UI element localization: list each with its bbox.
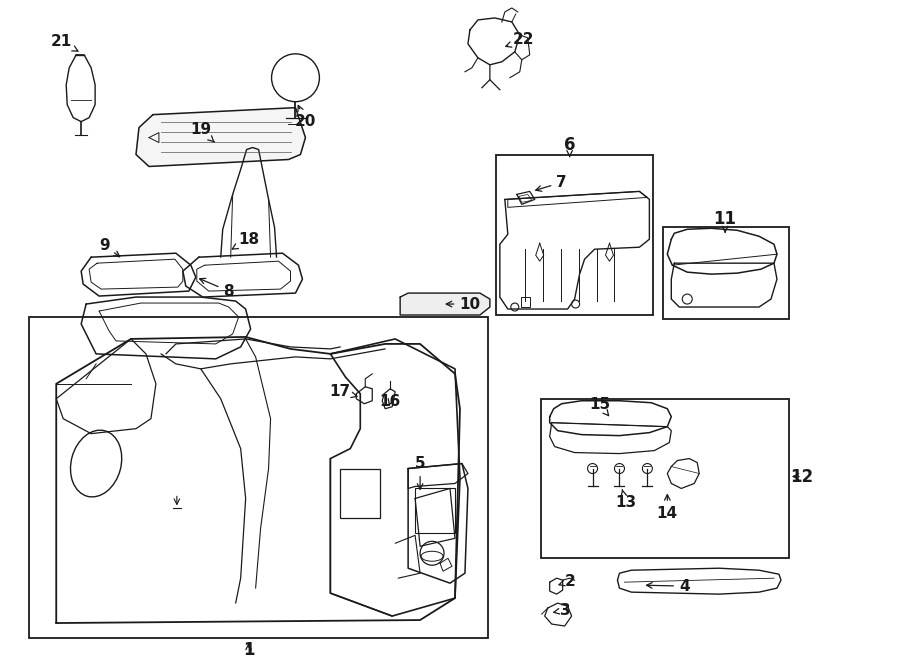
Text: 6: 6 [564, 136, 575, 157]
Bar [663, 227, 789, 319]
Text: 5: 5 [415, 456, 426, 489]
Text: 12: 12 [790, 467, 814, 485]
Text: 10: 10 [446, 297, 481, 311]
Bar [30, 317, 488, 638]
Polygon shape [400, 293, 490, 315]
Bar [415, 488, 455, 533]
Text: 22: 22 [506, 32, 535, 48]
Text: 14: 14 [657, 494, 678, 521]
Bar [521, 297, 530, 307]
Polygon shape [136, 108, 305, 167]
Text: 4: 4 [646, 578, 689, 594]
Text: 7: 7 [536, 175, 567, 191]
Bar [541, 399, 789, 559]
Text: 11: 11 [714, 210, 736, 232]
Text: 21: 21 [50, 34, 78, 51]
Text: 20: 20 [295, 106, 316, 129]
Text: 13: 13 [615, 489, 636, 510]
Text: 17: 17 [329, 384, 357, 399]
Text: 2: 2 [559, 574, 576, 589]
Bar [496, 155, 653, 315]
Bar [340, 469, 380, 518]
Text: 15: 15 [589, 397, 610, 416]
Text: 1: 1 [243, 641, 255, 659]
Text: 19: 19 [190, 122, 214, 142]
Text: 3: 3 [554, 603, 571, 617]
Text: 18: 18 [232, 232, 259, 249]
Text: 8: 8 [200, 278, 234, 299]
Text: 16: 16 [380, 394, 400, 409]
Text: 9: 9 [99, 238, 120, 256]
